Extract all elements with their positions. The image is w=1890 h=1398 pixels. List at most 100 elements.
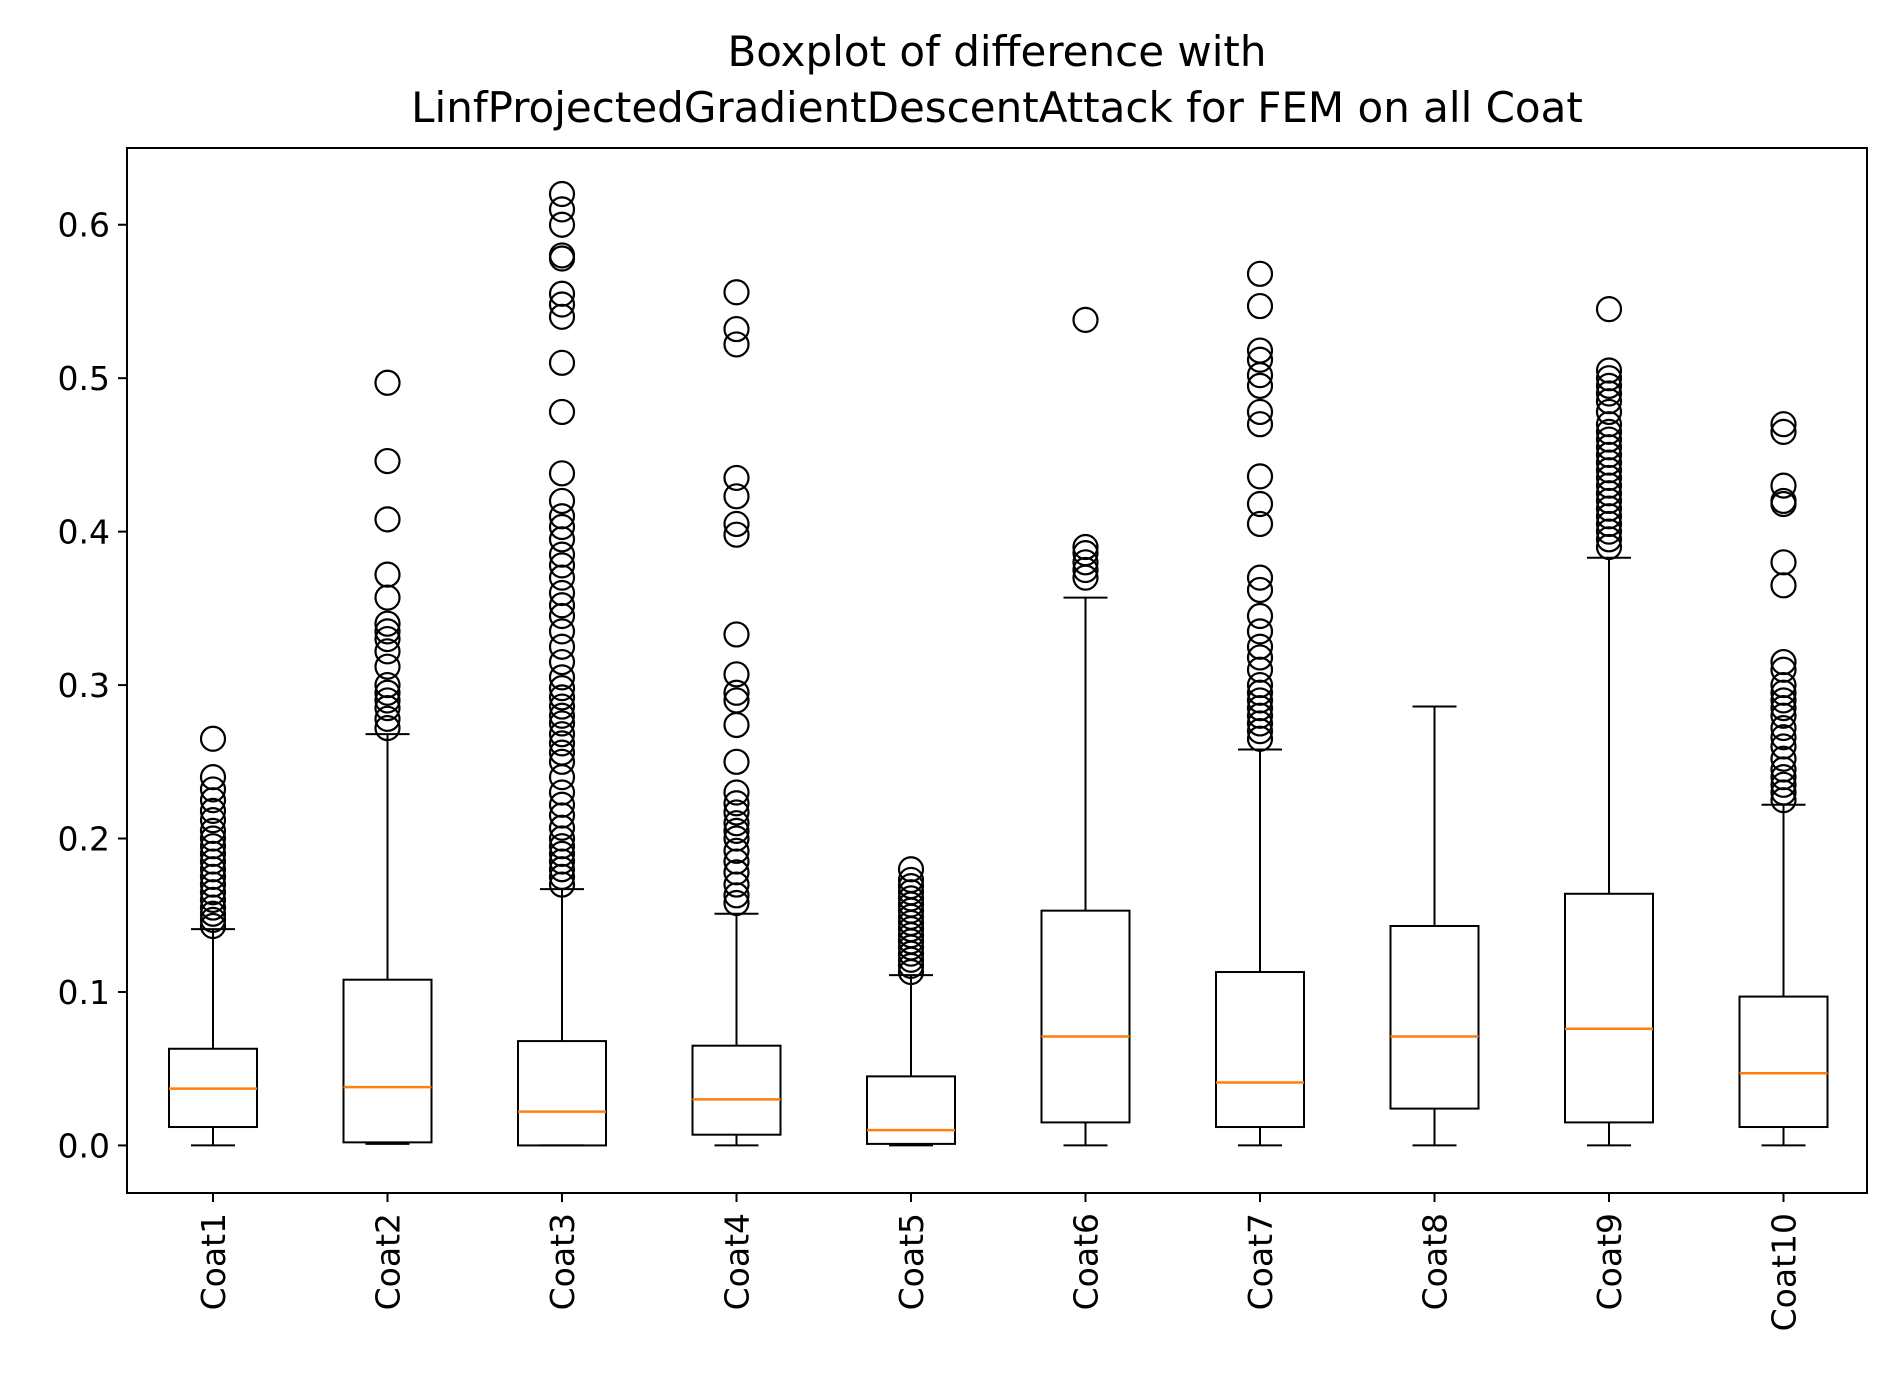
box-body [517, 1040, 607, 1147]
outlier-point [723, 790, 750, 817]
outlier-point [548, 211, 576, 238]
y-tick-label: 0.4 [58, 513, 110, 552]
outlier-point [548, 833, 576, 860]
chart-title-line-1: Boxplot of difference with [727, 27, 1266, 76]
x-tick-label: Coat1 [194, 1213, 233, 1310]
outlier-point [723, 621, 750, 648]
outlier-point [548, 541, 576, 568]
outlier-point [374, 653, 401, 680]
outlier-point [199, 807, 227, 834]
outlier-point [1770, 472, 1797, 499]
outlier-point [548, 710, 576, 737]
outlier-point [723, 510, 750, 538]
outlier-point [1595, 398, 1623, 426]
outlier-point [1770, 418, 1797, 445]
outlier-point [548, 291, 576, 318]
outlier-point [374, 638, 401, 665]
outlier-point [199, 825, 227, 852]
outlier-point [723, 889, 750, 917]
outlier-point [199, 817, 227, 844]
outlier-point [548, 840, 576, 867]
x-tick-label: Coat10 [1765, 1213, 1804, 1331]
y-tick-label: 0.3 [58, 666, 110, 705]
outlier-point [1072, 549, 1099, 576]
x-tick-label: Coat2 [369, 1213, 408, 1310]
y-tick-label: 0.2 [58, 820, 110, 859]
outlier-point [1770, 549, 1797, 576]
outlier-point [1246, 564, 1274, 591]
outlier-point [1246, 633, 1274, 660]
outlier-point [199, 900, 227, 927]
outlier-point [548, 702, 576, 729]
outlier-point [548, 684, 576, 711]
outlier-point [374, 561, 401, 588]
y-tick-label: 0.6 [58, 206, 110, 245]
outlier-point [1246, 346, 1274, 373]
outlier-point [1595, 357, 1623, 384]
outlier-point [199, 797, 227, 825]
outlier-point [1770, 745, 1797, 772]
outlier-point [548, 779, 576, 806]
outlier-point [723, 315, 750, 343]
y-tick-label: 0.5 [58, 359, 110, 398]
x-tick-label: Coat7 [1241, 1213, 1280, 1310]
outlier-point [548, 280, 576, 307]
outlier-point [548, 633, 576, 660]
outlier-point [374, 447, 401, 475]
box-body [342, 978, 433, 1144]
y-tick-label: 0.0 [58, 1126, 110, 1165]
outlier-point [723, 521, 750, 548]
outlier-point [897, 885, 925, 912]
x-tick-label: Coat9 [1590, 1213, 1629, 1310]
outlier-point [723, 687, 750, 714]
outlier-point [199, 912, 227, 940]
outlier-point [548, 721, 576, 748]
outlier-point [1770, 733, 1797, 760]
x-tick-label: Coat3 [543, 1213, 582, 1310]
outlier-point [199, 764, 227, 791]
outlier-point [548, 664, 576, 691]
outlier-point [1246, 463, 1274, 490]
outlier-point [548, 730, 576, 757]
outlier-point [548, 349, 576, 376]
outlier-point [374, 714, 401, 742]
outlier-point [1246, 372, 1274, 399]
outlier-point [1770, 687, 1797, 714]
outlier-point [1246, 398, 1274, 426]
outlier-point [374, 687, 401, 714]
box-body [1738, 995, 1829, 1129]
outlier-point [548, 648, 576, 676]
outlier-point [1246, 490, 1274, 518]
plot-frame [126, 147, 1868, 1194]
outlier-point [1770, 771, 1797, 798]
outlier-point [723, 837, 750, 864]
outlier-point [723, 810, 750, 837]
outlier-point [723, 483, 750, 510]
outlier-point [548, 791, 576, 818]
outlier-point [374, 625, 401, 653]
outlier-point [374, 610, 401, 637]
x-tick-label: Coat5 [892, 1213, 931, 1310]
outlier-point [548, 460, 576, 487]
outlier-point [548, 693, 576, 720]
chart-title-line-2: LinfProjectedGradientDescentAttack for F… [411, 83, 1583, 132]
outlier-point [1770, 411, 1797, 438]
outlier-point [374, 705, 401, 732]
outlier-point [1246, 618, 1274, 645]
outlier-point [1246, 411, 1274, 438]
x-tick-label: Coat4 [718, 1213, 757, 1310]
outlier-point [1595, 372, 1623, 399]
x-tick-label: Coat8 [1416, 1213, 1455, 1310]
outlier-point [1770, 656, 1797, 683]
outlier-point [723, 279, 750, 306]
outlier-point [723, 825, 750, 852]
outlier-point [374, 618, 401, 645]
outlier-point [1770, 714, 1797, 742]
outlier-point [723, 661, 750, 688]
outlier-point [548, 739, 576, 766]
outlier-point [548, 592, 576, 619]
box-body [691, 1044, 782, 1136]
outlier-point [1595, 365, 1623, 392]
outlier-point [548, 503, 576, 530]
